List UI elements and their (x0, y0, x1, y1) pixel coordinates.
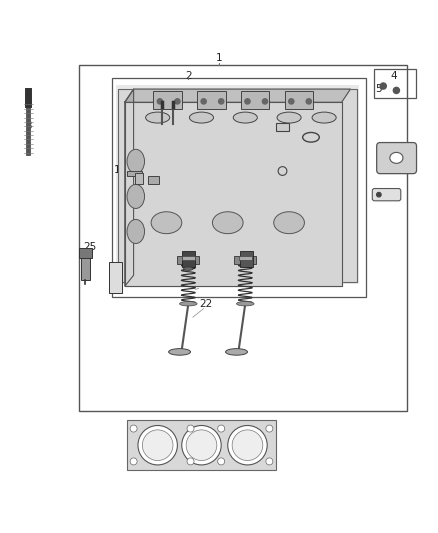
Text: 16: 16 (254, 242, 267, 252)
Text: 1: 1 (215, 53, 223, 63)
Circle shape (142, 430, 173, 461)
Circle shape (218, 458, 225, 465)
Text: 22: 22 (199, 298, 212, 309)
Text: 12: 12 (149, 176, 162, 186)
Circle shape (393, 87, 399, 93)
Circle shape (266, 458, 273, 465)
Bar (118, 89, 357, 282)
Text: 2: 2 (185, 71, 192, 81)
Ellipse shape (237, 302, 254, 306)
Bar (135, 173, 143, 184)
Bar (276, 123, 289, 131)
Bar (374, 69, 416, 98)
Text: 18: 18 (241, 255, 254, 265)
Bar (79, 65, 407, 411)
FancyBboxPatch shape (377, 142, 417, 174)
Polygon shape (125, 89, 350, 102)
Ellipse shape (277, 112, 301, 123)
Circle shape (262, 99, 268, 104)
Ellipse shape (312, 112, 336, 123)
Bar (197, 91, 226, 109)
Ellipse shape (127, 220, 145, 244)
Ellipse shape (274, 212, 304, 233)
Text: 17: 17 (188, 237, 201, 247)
Text: 19: 19 (184, 260, 197, 269)
Ellipse shape (226, 349, 247, 355)
Bar (285, 91, 313, 109)
Circle shape (380, 83, 386, 89)
Circle shape (228, 425, 267, 465)
Text: 21: 21 (195, 279, 208, 289)
Ellipse shape (145, 112, 170, 123)
Circle shape (219, 99, 224, 104)
Ellipse shape (127, 149, 145, 173)
Bar (182, 255, 195, 260)
Bar (79, 248, 92, 258)
Ellipse shape (233, 112, 258, 123)
Text: 25: 25 (83, 242, 96, 252)
Bar (148, 176, 159, 184)
Circle shape (138, 425, 177, 465)
Ellipse shape (212, 212, 243, 233)
Text: 14: 14 (385, 154, 399, 164)
Text: 24: 24 (118, 274, 131, 285)
Text: 3: 3 (25, 122, 32, 131)
Bar (177, 256, 199, 264)
Text: 6: 6 (312, 134, 319, 144)
Text: 9: 9 (134, 124, 141, 134)
Circle shape (130, 425, 137, 432)
Circle shape (187, 458, 194, 465)
Bar (127, 420, 276, 470)
Bar (182, 251, 195, 266)
Circle shape (157, 99, 162, 104)
Circle shape (266, 425, 273, 432)
Bar (234, 256, 256, 264)
Bar (240, 251, 253, 266)
Bar (81, 251, 90, 280)
Text: 4: 4 (391, 71, 398, 81)
Polygon shape (125, 89, 134, 286)
Ellipse shape (151, 212, 182, 233)
Circle shape (186, 430, 217, 461)
Text: 23: 23 (197, 424, 210, 433)
Bar (116, 85, 359, 284)
Text: 13: 13 (280, 167, 293, 177)
Ellipse shape (180, 302, 197, 306)
Circle shape (306, 99, 311, 104)
Bar (239, 255, 252, 260)
Circle shape (218, 425, 225, 432)
Bar (241, 91, 269, 109)
Circle shape (232, 430, 263, 461)
Ellipse shape (390, 152, 403, 163)
Bar (153, 91, 182, 109)
Ellipse shape (127, 184, 145, 208)
Circle shape (201, 99, 206, 104)
Text: 10: 10 (114, 165, 127, 175)
Ellipse shape (184, 267, 193, 270)
Bar (109, 262, 122, 293)
Text: 15: 15 (383, 189, 396, 199)
Bar (112, 78, 366, 297)
Text: 20: 20 (232, 270, 245, 280)
Circle shape (289, 99, 294, 104)
Ellipse shape (169, 349, 191, 355)
FancyBboxPatch shape (372, 189, 401, 201)
Polygon shape (125, 102, 342, 286)
Text: 11: 11 (123, 176, 136, 186)
Text: 5: 5 (375, 84, 382, 94)
Circle shape (245, 99, 250, 104)
Bar (127, 171, 142, 176)
Circle shape (130, 458, 137, 465)
Text: 7: 7 (275, 124, 282, 134)
Circle shape (187, 425, 194, 432)
Ellipse shape (190, 112, 214, 123)
Circle shape (175, 99, 180, 104)
Text: 8: 8 (161, 110, 168, 120)
Circle shape (377, 192, 381, 197)
Circle shape (182, 425, 221, 465)
